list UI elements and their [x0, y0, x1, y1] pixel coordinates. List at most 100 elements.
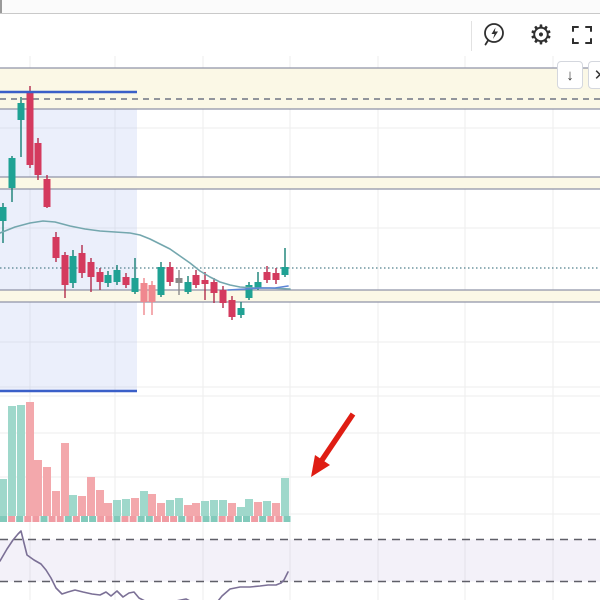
- volume-bar: [52, 491, 60, 516]
- top-toolbar: ⚙: [0, 14, 600, 57]
- candle-body: [281, 267, 289, 275]
- volume-bar: [78, 496, 86, 516]
- signal-strip-cell: [153, 516, 161, 522]
- signal-strip-cell: [145, 516, 153, 522]
- signal-strip-cell: [105, 516, 113, 522]
- signal-strip-cell: [170, 516, 178, 522]
- selection-box: [0, 92, 137, 391]
- signal-strip-cell: [8, 516, 16, 522]
- signal-strip-cell: [16, 516, 24, 522]
- candle-body: [122, 277, 130, 285]
- candle-body: [245, 285, 253, 298]
- volume-bar: [148, 494, 156, 516]
- candle-body: [8, 158, 16, 188]
- candle-body: [254, 282, 262, 288]
- signal-strip-cell: [218, 516, 226, 522]
- candle-body: [210, 282, 218, 293]
- volume-bar: [192, 503, 200, 516]
- volume-bar: [87, 477, 95, 516]
- candle-body: [140, 283, 148, 302]
- ma-line: [0, 220, 291, 290]
- chart-canvas[interactable]: [0, 56, 600, 600]
- signal-strip-cell: [121, 516, 129, 522]
- signal-strip-cell: [275, 516, 283, 522]
- volume-bar: [96, 490, 104, 516]
- candle-body: [34, 143, 42, 175]
- signal-strip-cell: [194, 516, 202, 522]
- volume-bar: [272, 503, 280, 516]
- volume-bar: [0, 479, 7, 516]
- volume-bar: [219, 500, 227, 516]
- signal-strip-cell: [48, 516, 56, 522]
- volume-bar: [157, 503, 165, 516]
- signal-strip-cell: [251, 516, 259, 522]
- candle-body: [52, 237, 60, 258]
- annotation-arrow-head: [311, 455, 330, 477]
- oscillator-line: [0, 530, 289, 600]
- volume-bar: [245, 499, 253, 516]
- toolbar-divider: [471, 21, 472, 51]
- signal-strip-cell: [283, 516, 291, 522]
- signal-strip-cell: [113, 516, 121, 522]
- signal-strip-cell: [202, 516, 210, 522]
- volume-bar: [237, 507, 245, 516]
- signal-strip-cell: [89, 516, 97, 522]
- signal-strip-cell: [178, 516, 186, 522]
- candle-body: [17, 103, 25, 120]
- candle-body: [96, 272, 104, 282]
- volume-bar: [210, 500, 218, 516]
- window-edge: [0, 0, 2, 13]
- signal-strip-cell: [243, 516, 250, 522]
- candle-body: [219, 290, 227, 303]
- chart-plot: [0, 56, 600, 600]
- candle-body: [192, 275, 200, 285]
- signal-strip-cell: [24, 516, 32, 522]
- volume-bar: [8, 406, 16, 516]
- candle-body: [113, 270, 121, 282]
- candle-body: [263, 272, 271, 280]
- volume-bar: [69, 495, 77, 516]
- candle-body: [175, 278, 183, 283]
- signal-strip-cell: [259, 516, 267, 522]
- signal-strip-cell: [0, 516, 7, 522]
- candle-body: [131, 278, 139, 292]
- signal-strip-cell: [210, 516, 218, 522]
- signal-strip-cell: [186, 516, 194, 522]
- price-channel-band: [0, 68, 600, 109]
- signal-strip-cell: [81, 516, 88, 522]
- volume-bar: [228, 503, 236, 516]
- flash-search-icon[interactable]: [480, 20, 510, 50]
- candle-body: [184, 282, 192, 292]
- candle-body: [69, 256, 77, 283]
- volume-bar: [140, 491, 148, 516]
- signal-strip-cell: [226, 516, 234, 522]
- price-channel-band: [0, 290, 600, 302]
- candle-body: [166, 267, 174, 282]
- volume-bar: [104, 503, 112, 516]
- candle-body: [78, 253, 86, 273]
- volume-bar: [263, 501, 271, 516]
- short-ma-line: [227, 285, 289, 291]
- volume-bar: [254, 502, 262, 516]
- signal-strip-cell: [64, 516, 72, 522]
- signal-strip-cell: [267, 516, 275, 522]
- candle-body: [157, 267, 165, 295]
- signal-strip-cell: [137, 516, 145, 522]
- candle-body: [228, 300, 236, 317]
- volume-bar: [131, 498, 139, 516]
- signal-strip-cell: [72, 516, 80, 522]
- close-pane-button[interactable]: ✕: [588, 61, 600, 89]
- fullscreen-icon[interactable]: [567, 20, 597, 50]
- collapse-pane-button[interactable]: ↓: [557, 61, 583, 89]
- signal-strip-cell: [234, 516, 242, 522]
- browser-chrome-strip: [0, 0, 600, 14]
- volume-bar: [26, 402, 34, 516]
- candle-body: [61, 255, 69, 285]
- candle-body: [272, 273, 280, 280]
- settings-gear-icon[interactable]: ⚙: [528, 20, 554, 50]
- candle-body: [201, 280, 209, 284]
- signal-strip-cell: [97, 516, 105, 522]
- annotation-arrow-shaft: [319, 412, 356, 462]
- volume-bar: [281, 478, 289, 516]
